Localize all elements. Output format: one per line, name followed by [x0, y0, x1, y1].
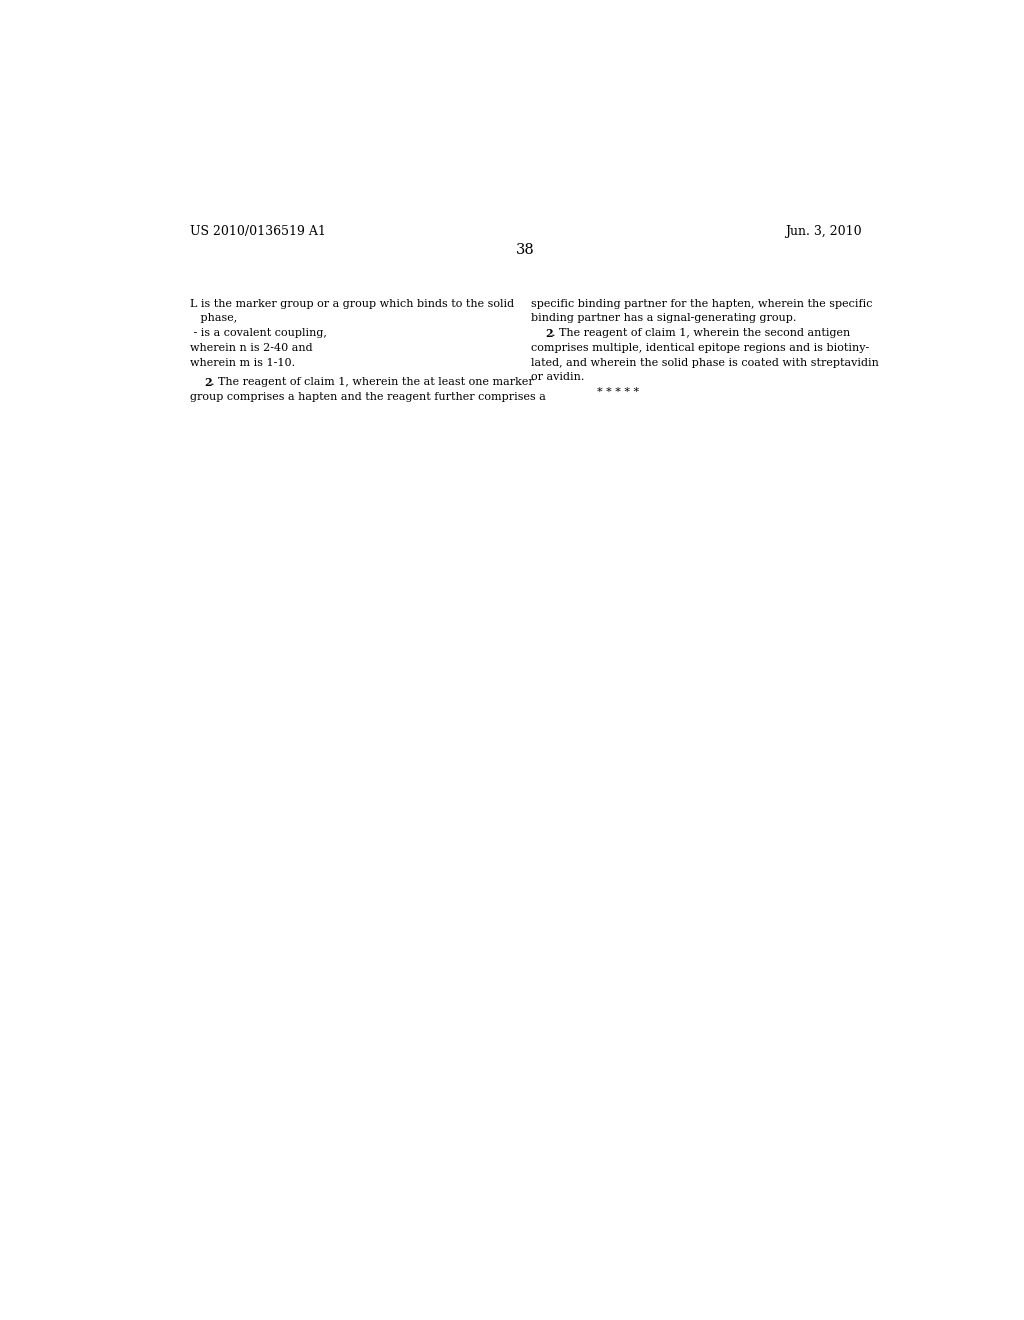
Text: phase,: phase, [189, 313, 238, 323]
Text: 2: 2 [546, 329, 553, 339]
Text: * * * * *: * * * * * [597, 387, 640, 397]
Text: L is the marker group or a group which binds to the solid: L is the marker group or a group which b… [189, 298, 514, 309]
Text: - is a covalent coupling,: - is a covalent coupling, [189, 329, 327, 338]
Text: Jun. 3, 2010: Jun. 3, 2010 [785, 224, 862, 238]
Text: 2: 2 [204, 376, 212, 388]
Text: comprises multiple, identical epitope regions and is biotiny-: comprises multiple, identical epitope re… [531, 343, 869, 352]
Text: . The reagent of claim 1, wherein the second antigen: . The reagent of claim 1, wherein the se… [552, 329, 850, 338]
Text: or avidin.: or avidin. [531, 372, 585, 383]
Text: group comprises a hapten and the reagent further comprises a: group comprises a hapten and the reagent… [189, 392, 546, 401]
Text: lated, and wherein the solid phase is coated with streptavidin: lated, and wherein the solid phase is co… [531, 358, 879, 367]
Text: US 2010/0136519 A1: US 2010/0136519 A1 [189, 224, 326, 238]
Text: specific binding partner for the hapten, wherein the specific: specific binding partner for the hapten,… [531, 298, 872, 309]
Text: . The reagent of claim 1, wherein the at least one marker: . The reagent of claim 1, wherein the at… [211, 376, 534, 387]
Text: wherein n is 2-40 and: wherein n is 2-40 and [189, 343, 312, 352]
Text: binding partner has a signal-generating group.: binding partner has a signal-generating … [531, 313, 797, 323]
Text: wherein m is 1-10.: wherein m is 1-10. [189, 358, 295, 367]
Text: 38: 38 [515, 243, 535, 257]
